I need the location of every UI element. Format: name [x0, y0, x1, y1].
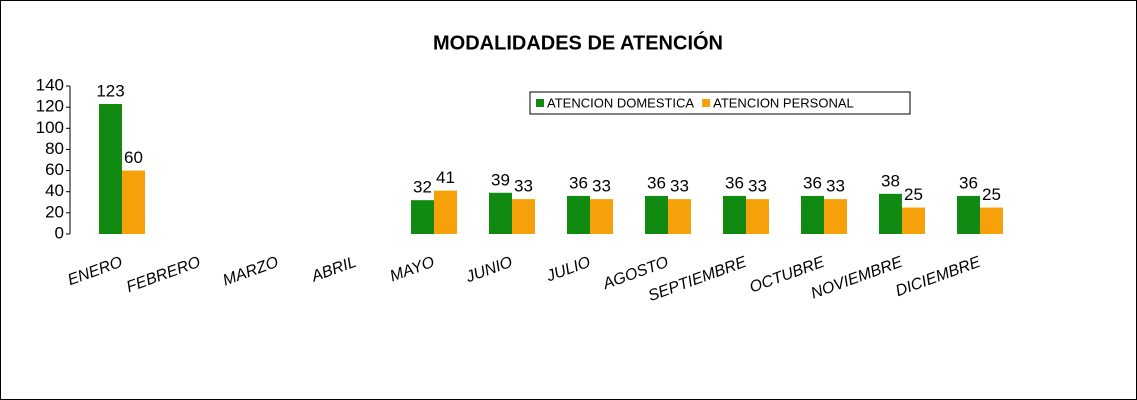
value-label: 38 [881, 171, 900, 190]
value-label: 39 [491, 170, 510, 189]
bar [122, 170, 145, 234]
legend-swatch [702, 99, 711, 107]
value-label: 33 [514, 177, 533, 196]
bar [980, 207, 1003, 234]
bar [645, 195, 668, 234]
value-label: 33 [592, 177, 611, 196]
bar [902, 207, 925, 234]
bar [957, 195, 980, 234]
y-tick-label: 120 [36, 97, 64, 116]
value-label: 25 [904, 185, 923, 204]
bar [824, 199, 847, 234]
value-label: 123 [96, 81, 124, 100]
legend-swatch [536, 99, 544, 107]
legend-label: ATENCION DOMESTICA [547, 95, 694, 110]
bar [723, 195, 746, 234]
value-label: 25 [982, 185, 1001, 204]
bar [512, 199, 535, 234]
y-tick-label: 60 [45, 160, 64, 179]
value-label: 36 [647, 173, 666, 192]
legend-box [529, 91, 911, 115]
y-tick-label: 20 [45, 202, 64, 221]
value-label: 33 [826, 177, 845, 196]
bar [411, 200, 434, 234]
bar [746, 199, 769, 234]
bar [801, 195, 824, 234]
bar [489, 192, 512, 234]
legend-label: ATENCION PERSONAL [713, 95, 854, 110]
value-label: 32 [413, 178, 432, 197]
y-tick-label: 0 [55, 223, 64, 242]
bar [590, 199, 613, 234]
value-label: 36 [803, 173, 822, 192]
value-label: 33 [670, 177, 689, 196]
value-label: 36 [569, 173, 588, 192]
y-tick-label: 100 [36, 118, 64, 137]
y-tick-label: 80 [45, 139, 64, 158]
bar [668, 199, 691, 234]
value-label: 60 [124, 148, 143, 167]
value-label: 41 [436, 168, 455, 187]
value-label: 33 [748, 177, 767, 196]
y-tick-label: 40 [45, 181, 64, 200]
bar [99, 103, 122, 234]
chart-title: MODALIDADES DE ATENCIÓN [433, 30, 723, 54]
bar [567, 195, 590, 234]
bar [434, 190, 457, 234]
value-label: 36 [725, 173, 744, 192]
y-tick-label: 140 [36, 75, 64, 94]
value-label: 36 [959, 173, 978, 192]
bar [879, 193, 902, 234]
